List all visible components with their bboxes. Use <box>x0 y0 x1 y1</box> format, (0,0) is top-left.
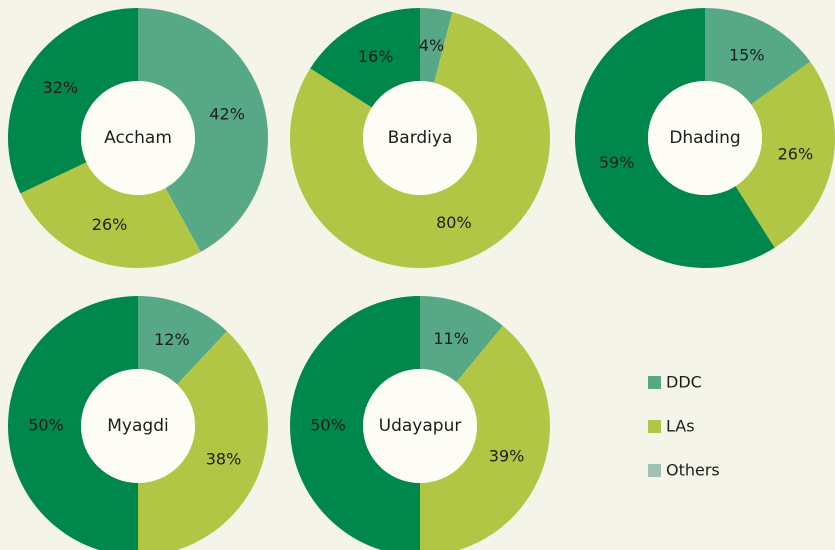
value-label: 26% <box>92 215 128 234</box>
legend-label: LAs <box>666 417 695 436</box>
donut-slice <box>138 296 227 385</box>
value-label: 26% <box>778 145 814 164</box>
value-label: 38% <box>206 449 242 468</box>
value-label: 16% <box>358 47 394 66</box>
legend-label: DDC <box>666 373 702 392</box>
donut-slice <box>20 162 201 268</box>
value-label: 39% <box>489 447 525 466</box>
donut-title: Accham <box>104 128 172 148</box>
value-label: 12% <box>154 330 190 349</box>
donut-slice <box>735 61 835 248</box>
donut-slice <box>575 8 775 268</box>
donut-slice <box>420 296 503 383</box>
donut-hole <box>363 81 477 195</box>
donut-slice <box>420 325 550 550</box>
value-label: 32% <box>43 78 79 97</box>
donut-slice <box>420 8 453 83</box>
value-label: 80% <box>436 213 472 232</box>
value-label: 50% <box>28 416 64 435</box>
donut-slice <box>310 8 420 108</box>
donut-slice <box>8 296 138 550</box>
donut-slice <box>138 331 268 550</box>
value-label: 59% <box>599 153 635 172</box>
value-label: 15% <box>729 46 765 65</box>
donut-slice <box>8 8 139 194</box>
donut-slice <box>290 296 420 550</box>
donut-hole <box>81 369 195 483</box>
legend-swatch <box>648 376 661 389</box>
donut-hole <box>81 81 195 195</box>
legend-swatch <box>648 420 661 433</box>
donut-hole <box>363 369 477 483</box>
legend-label: Others <box>666 461 720 480</box>
donut-title: Myagdi <box>107 416 168 436</box>
donut-title: Udayapur <box>379 416 462 436</box>
donut-title: Dhading <box>669 128 740 148</box>
value-label: 50% <box>310 416 346 435</box>
donut-slice <box>705 8 811 105</box>
donut-slice <box>290 12 550 269</box>
donut-hole <box>648 81 762 195</box>
donut-title: Bardiya <box>388 128 453 148</box>
legend-swatch <box>648 464 661 477</box>
value-label: 42% <box>209 105 245 124</box>
value-label: 11% <box>433 329 469 348</box>
donut-slice <box>138 8 269 252</box>
value-label: 4% <box>419 36 444 55</box>
